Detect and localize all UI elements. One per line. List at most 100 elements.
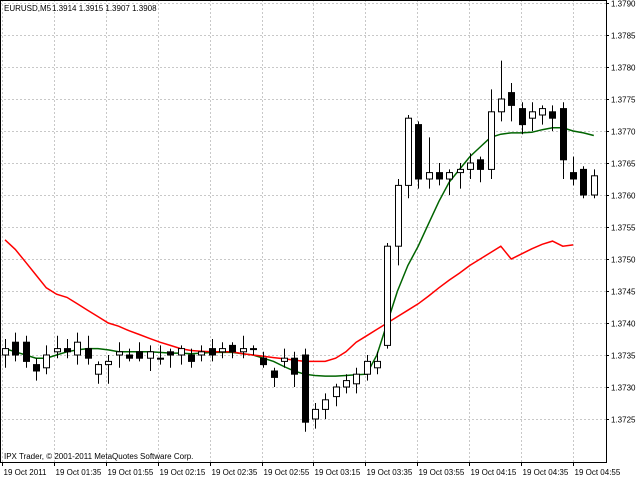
candle-body: [488, 111, 495, 170]
candle-body: [539, 108, 546, 116]
candle-body: [426, 172, 433, 180]
candle: [198, 345, 205, 362]
candle-body: [519, 108, 526, 126]
ma-fast-line: [4, 127, 594, 377]
candle-body: [560, 108, 567, 161]
candle: [105, 355, 112, 384]
candle-body: [467, 162, 474, 170]
candle-body: [198, 351, 205, 356]
candle-body: [591, 175, 598, 196]
candle: [95, 361, 102, 384]
candle: [580, 166, 587, 199]
candle-body: [105, 360, 112, 366]
candle: [405, 115, 412, 199]
candle: [591, 169, 598, 199]
candle: [436, 163, 443, 186]
candle: [302, 348, 309, 432]
candle-body: [312, 408, 319, 420]
candle-body: [271, 370, 278, 378]
candle-body: [136, 351, 143, 359]
candle: [250, 345, 257, 355]
copyright-text: IPX Trader, © 2001-2011 MetaQuotes Softw…: [4, 452, 193, 461]
price-tick-label: 1.3725: [611, 416, 636, 425]
candle: [415, 121, 422, 189]
candle-body: [250, 348, 257, 351]
chart-header-symbol: EURUSD,M5: [4, 4, 52, 13]
price-tick-label: 1.3755: [611, 224, 636, 233]
ma-slow-line: [4, 239, 574, 363]
price-tick-label: 1.3770: [611, 128, 636, 137]
candle: [364, 355, 371, 381]
candle: [126, 348, 133, 362]
candle-body: [549, 111, 556, 119]
candle-body: [457, 168, 464, 174]
candle: [395, 179, 402, 266]
candle: [167, 348, 174, 368]
price-tick-label: 1.3730: [611, 384, 636, 393]
candle: [43, 345, 50, 375]
candle-body: [209, 348, 216, 356]
candle: [374, 351, 381, 375]
candle-body: [333, 386, 340, 398]
candle: [560, 102, 567, 179]
candle: [353, 367, 360, 394]
price-axis: 1.3790 1.3785 1.3780 1.3775 1.3770 1.3765 1.37…: [606, 0, 636, 425]
candle-body: [43, 354, 50, 369]
candle-body: [167, 351, 174, 356]
candle-body: [178, 348, 185, 356]
time-tick-label: 19 Oct 03:55: [419, 468, 465, 477]
candle-body: [12, 341, 19, 356]
candle-body: [85, 348, 92, 359]
candles: [2, 60, 598, 432]
candle-body: [498, 98, 505, 113]
price-tick-label: 1.3750: [611, 256, 636, 265]
price-tick-label: 1.3745: [611, 288, 636, 297]
candle: [229, 342, 236, 359]
candle: [291, 351, 298, 387]
time-tick-label: 19 Oct 03:15: [315, 468, 361, 477]
candle: [54, 335, 61, 359]
candle: [570, 156, 577, 186]
candle: [312, 403, 319, 429]
candle-body: [343, 380, 350, 388]
chart-header-quotes: 1.3914 1.3915 1.3907 1.3908: [52, 4, 157, 13]
candle-body: [508, 92, 515, 106]
time-tick-label: 19 Oct 04:35: [523, 468, 569, 477]
price-tick-label: 1.3760: [611, 192, 636, 201]
time-tick-label: 19 Oct 02:15: [160, 468, 206, 477]
candle: [446, 169, 453, 195]
candle-body: [229, 344, 236, 353]
candle-body: [157, 357, 164, 360]
grid: [0, 0, 606, 462]
time-tick-label: 19 Oct 04:15: [471, 468, 517, 477]
candle: [240, 335, 247, 359]
candle: [2, 339, 9, 368]
candle: [136, 342, 143, 362]
candle-body: [126, 354, 133, 359]
candle: [85, 335, 92, 365]
time-tick-label: 19 Oct 01:55: [108, 468, 154, 477]
price-tick-label: 1.3765: [611, 160, 636, 169]
candle: [477, 156, 484, 183]
candle: [64, 339, 71, 359]
candle-body: [33, 364, 40, 372]
candle-body: [54, 348, 61, 353]
candle: [539, 105, 546, 125]
candle-body: [374, 360, 381, 369]
price-tick-label: 1.3785: [611, 32, 636, 41]
candle-body: [436, 172, 443, 180]
candle-body: [64, 348, 71, 353]
price-tick-label: 1.3790: [611, 0, 636, 9]
time-tick-label: 19 Oct 01:35: [56, 468, 102, 477]
candle-body: [405, 117, 412, 186]
candle: [426, 137, 433, 189]
candle: [508, 83, 515, 122]
candle: [219, 342, 226, 359]
candle-body: [353, 373, 360, 385]
candle: [147, 345, 154, 371]
candle: [519, 102, 526, 135]
price-tick-label: 1.3735: [611, 352, 636, 361]
candle: [488, 89, 495, 179]
